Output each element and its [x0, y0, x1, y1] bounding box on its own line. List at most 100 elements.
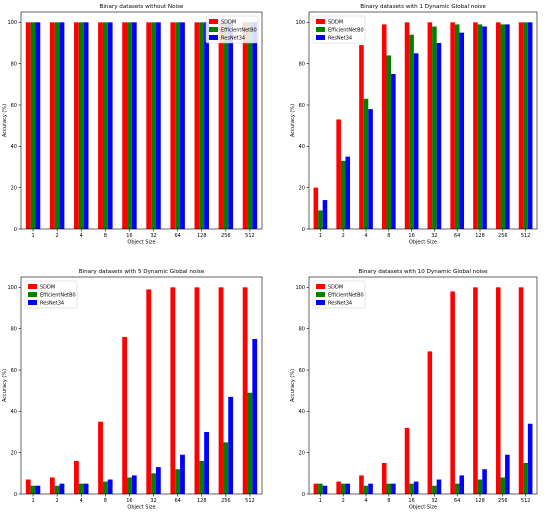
x-tick-label: 1: [31, 233, 34, 239]
legend-label-efficientnetb0: EfficientNetB0: [40, 293, 76, 299]
bar-resnet34-128: [204, 432, 209, 494]
bar-resnet34-512: [252, 22, 258, 229]
plot-frame: [308, 11, 538, 230]
y-tick-label: 60: [299, 103, 305, 109]
bar-resnet34-256: [505, 454, 510, 494]
bar-sddm-64: [450, 291, 455, 494]
bar-resnet34-16: [131, 475, 137, 494]
x-tick-label: 1: [31, 498, 34, 504]
legend-swatch-resnet34: [316, 35, 325, 40]
y-tick-label: 100: [7, 20, 17, 26]
bar-sddm-32: [146, 289, 152, 494]
x-tick-label: 256: [498, 233, 508, 239]
x-tick-label: 1: [319, 233, 322, 239]
bar-sddm-8: [98, 22, 103, 229]
bar-efficientnetb0-1: [30, 485, 36, 494]
bar-sddm-16: [122, 336, 128, 494]
y-tick-label: 80: [299, 326, 305, 332]
y-tick-label: 20: [11, 450, 17, 456]
x-tick-label: 8: [104, 498, 107, 504]
plot-frame: [20, 11, 263, 230]
legend: SDDM EfficientNetB0 ResNet34: [312, 280, 366, 309]
bar-sddm-2: [336, 481, 341, 494]
bar-sddm-8: [98, 421, 103, 494]
bar-resnet34-256: [505, 24, 510, 230]
bar-efficientnetb0-1: [318, 483, 323, 494]
x-tick-label: 16: [126, 233, 132, 239]
legend-swatch-efficientnetb0: [316, 292, 325, 297]
x-tick-label: 1: [319, 498, 322, 504]
legend-swatch-efficientnetb0: [28, 292, 37, 297]
bar-efficientnetb0-4: [78, 483, 84, 494]
y-tick-label: 20: [299, 185, 305, 191]
bar-efficientnetb0-64: [175, 469, 181, 494]
y-tick-label: 100: [295, 20, 305, 26]
x-tick-label: 8: [104, 233, 107, 239]
bar-sddm-1: [313, 483, 319, 494]
bar-sddm-16: [404, 22, 410, 229]
legend-swatch-efficientnetb0: [316, 27, 325, 32]
y-tick-label: 60: [11, 368, 17, 374]
x-tick-label: 256: [221, 233, 231, 239]
y-tick-label: 60: [11, 103, 17, 109]
bar-efficientnetb0-64: [454, 483, 460, 494]
bar-sddm-256: [495, 287, 501, 494]
bar-efficientnetb0-32: [432, 485, 437, 494]
bar-resnet34-128: [482, 469, 487, 494]
x-axis-label: Object Size: [127, 505, 155, 511]
legend-label-resnet34: ResNet34: [221, 36, 245, 42]
bar-efficientnetb0-32: [151, 22, 156, 229]
legend-box: [312, 15, 366, 44]
bar-resnet34-64: [180, 454, 185, 494]
plot-frame: [20, 276, 263, 495]
y-tick-label: 100: [295, 285, 305, 291]
bar-sddm-512: [242, 287, 248, 494]
bar-resnet34-4: [83, 483, 89, 494]
legend-swatch-sddm: [316, 19, 325, 24]
x-tick-label: 512: [245, 498, 255, 504]
bar-resnet34-512: [527, 423, 533, 494]
x-tick-label: 32: [431, 498, 437, 504]
bar-sddm-16: [404, 427, 410, 494]
bar-efficientnetb0-256: [223, 442, 229, 494]
x-tick-label: 2: [342, 233, 345, 239]
bar-resnet34-64: [459, 475, 465, 494]
legend-box: [24, 280, 78, 309]
bar-efficientnetb0-32: [151, 473, 156, 494]
bar-efficientnetb0-2: [54, 22, 60, 229]
legend-label-resnet34: ResNet34: [40, 301, 64, 307]
bar-sddm-32: [427, 22, 433, 229]
bar-sddm-256: [218, 22, 224, 229]
legend: SDDM EfficientNetB0 ResNet34: [24, 280, 78, 309]
bar-efficientnetb0-4: [363, 98, 369, 229]
bar-sddm-1: [25, 22, 31, 229]
bar-resnet34-4: [368, 109, 373, 229]
bar-resnet34-4: [83, 22, 89, 229]
bar-resnet34-2: [59, 22, 65, 229]
bar-resnet34-8: [391, 483, 396, 494]
y-axis-label: Accuracy (%): [290, 369, 296, 402]
chart-title: Binary datasets with 10 Dynamic Global n…: [358, 269, 488, 275]
bar-efficientnetb0-16: [409, 483, 414, 494]
chart-panel-2: Binary datasets with 1 Dynamic Global no…: [290, 4, 538, 246]
chart-title: Binary datasets with 1 Dynamic Global no…: [360, 4, 486, 10]
bar-efficientnetb0-512: [523, 22, 528, 229]
bar-sddm-256: [495, 22, 501, 229]
x-tick-label: 64: [454, 233, 460, 239]
bar-resnet34-128: [204, 22, 209, 229]
chart-panel-3: Binary datasets with 5 Dynamic Global no…: [2, 269, 263, 511]
bar-efficientnetb0-1: [30, 22, 36, 229]
bar-sddm-128: [473, 22, 478, 229]
bar-resnet34-2: [59, 483, 65, 494]
bar-sddm-4: [359, 45, 364, 229]
x-tick-label: 512: [521, 498, 531, 504]
legend-swatch-sddm: [28, 284, 37, 289]
legend-swatch-resnet34: [316, 300, 325, 305]
x-tick-label: 16: [126, 498, 132, 504]
bar-efficientnetb0-512: [247, 22, 253, 229]
legend-label-efficientnetb0: EfficientNetB0: [328, 293, 364, 299]
x-axis-label: Object Size: [127, 240, 155, 246]
chart-title: Binary datasets without Noise: [100, 4, 184, 10]
bar-sddm-128: [194, 22, 200, 229]
bar-sddm-1: [313, 187, 319, 229]
